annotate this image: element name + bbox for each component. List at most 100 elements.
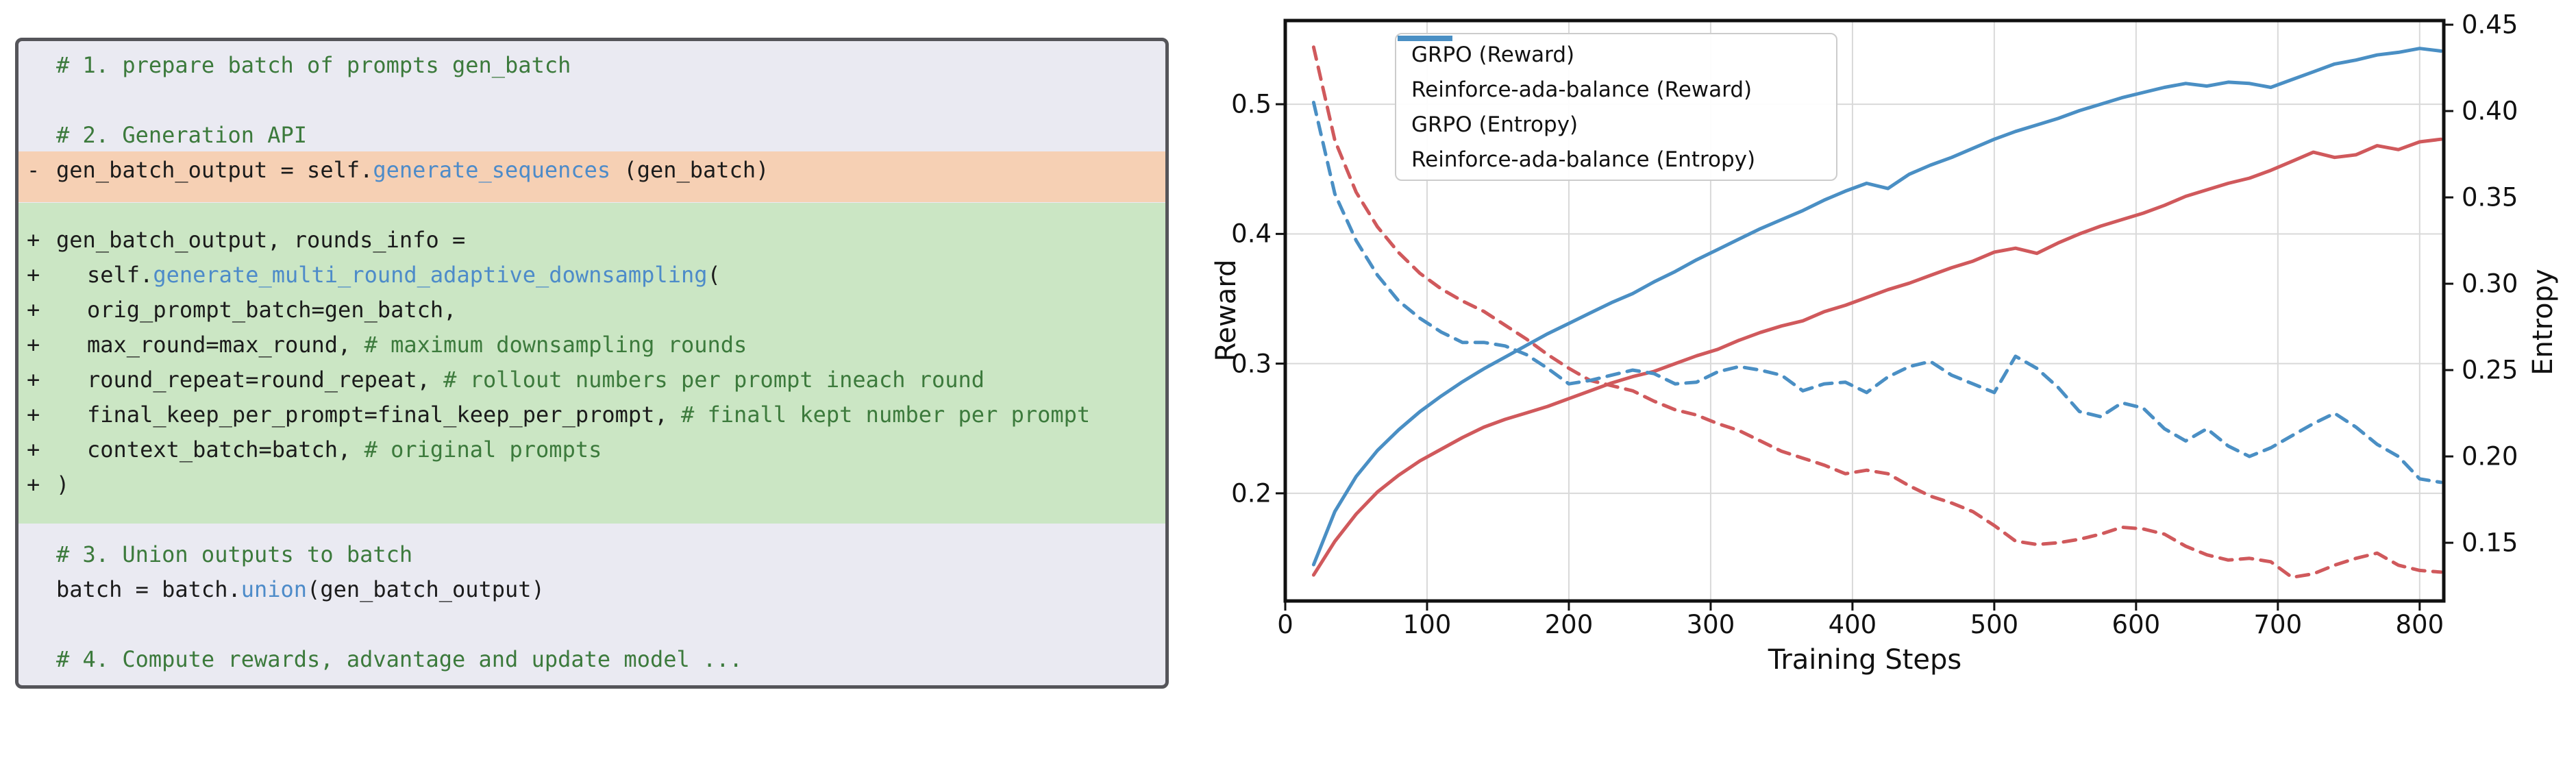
x-tick-label: 200 — [1544, 610, 1594, 639]
code-line: # 2. Generation API — [18, 118, 1165, 152]
y-tick-label-left: 0.4 — [1231, 219, 1272, 249]
code-diff-panel: # 1. prepare batch of prompts gen_batch #… — [15, 38, 1169, 689]
legend-label: Reinforce-ada-balance (Reward) — [1411, 77, 1753, 102]
y-tick-label-right: 0.35 — [2462, 182, 2518, 212]
comment-token: # rollout numbers per prompt ineach roun… — [443, 367, 985, 393]
series-line-reinforce-ada-balance-entropy- — [1311, 101, 2443, 484]
diff-marker: + — [27, 297, 40, 323]
x-tick-label: 700 — [2253, 610, 2303, 639]
code-line: batch = batch.union(gen_batch_output) — [18, 572, 1165, 606]
code-line: + final_keep_per_prompt=final_keep_per_pr… — [18, 397, 1165, 432]
diff-marker: + — [27, 227, 40, 253]
y-tick-label-right: 0.25 — [2462, 355, 2518, 385]
code-token: ( — [707, 262, 721, 288]
code-token: gen_batch_output = self. — [56, 157, 373, 183]
code-line: + orig_prompt_batch=gen_batch, — [18, 293, 1165, 327]
code-line: - gen_batch_output = self.generate_sequen… — [18, 153, 1165, 187]
entropy-axis-label: Entropy — [2527, 269, 2559, 376]
y-tick-label-right: 0.40 — [2462, 96, 2518, 126]
legend-label: GRPO (Reward) — [1411, 42, 1575, 67]
code-token: ) — [56, 471, 70, 497]
y-tick-label-left: 0.3 — [1231, 349, 1272, 379]
x-tick-label: 500 — [1970, 610, 2019, 639]
code-token: round_repeat=round_repeat, — [87, 367, 444, 393]
series-line-grpo-entropy- — [1311, 45, 2443, 579]
y-tick-label-left: 0.2 — [1231, 478, 1272, 508]
code-text: context_batch=batch, # original prompts — [87, 432, 602, 467]
code-text: gen_batch_output = self.generate_sequenc… — [56, 153, 769, 187]
legend-label: Reinforce-ada-balance (Entropy) — [1411, 147, 1756, 172]
method-name-token: generate_sequences — [373, 157, 611, 183]
reward-axis-label: Reward — [1211, 259, 1242, 362]
method-name-token: generate_multi_round_adaptive_downsampli… — [153, 262, 708, 288]
comment-token: # original prompts — [364, 437, 602, 463]
code-line: # 3. Union outputs to batch — [18, 537, 1165, 572]
diff-marker: + — [27, 367, 40, 393]
code-text: # 4. Compute rewards, advantage and upda… — [56, 642, 743, 676]
code-token: context_batch=batch, — [87, 437, 364, 463]
y-tick-label-right: 0.20 — [2462, 441, 2518, 471]
diff-added-band — [18, 203, 1165, 524]
x-tick-label: 100 — [1402, 610, 1452, 639]
code-token: batch = batch. — [56, 576, 241, 602]
series-group — [1311, 45, 2443, 579]
code-text: ) — [56, 467, 69, 502]
axis-spine — [1283, 19, 2446, 603]
code-line: + gen_batch_output, rounds_info = — [18, 223, 1165, 257]
series-line-grpo-reward- — [1311, 137, 2443, 577]
code-text: # 1. prepare batch of prompts gen_batch — [56, 48, 571, 82]
y-tick-label-right: 0.15 — [2462, 528, 2518, 558]
code-text: # 3. Union outputs to batch — [56, 537, 412, 572]
comment-token: # maximum downsampling rounds — [364, 332, 747, 358]
code-text: # 2. Generation API — [56, 118, 307, 152]
series-line-reinforce-ada-balance-reward- — [1311, 47, 2443, 567]
legend-item: GRPO (Entropy) — [1396, 36, 1836, 142]
code-text: batch = batch.union(gen_batch_output) — [56, 572, 545, 606]
code-text: final_keep_per_prompt=final_keep_per_pro… — [87, 397, 1090, 432]
code-line: + context_batch=batch, # original prompts — [18, 432, 1165, 467]
diff-marker: + — [27, 471, 40, 497]
code-line: + self.generate_multi_round_adaptive_down… — [18, 258, 1165, 292]
comment-token: # 3. Union outputs to batch — [56, 541, 413, 567]
code-token: orig_prompt_batch=gen_batch, — [87, 297, 457, 323]
diff-removed-band — [18, 151, 1165, 202]
x-tick-label: 800 — [2395, 610, 2444, 639]
x-tick-label: 0 — [1277, 610, 1293, 639]
y-tick-label-right: 0.30 — [2462, 269, 2518, 299]
code-token: (gen_batch) — [610, 157, 769, 183]
legend-label: GRPO (Entropy) — [1411, 112, 1578, 137]
code-text: gen_batch_output, rounds_info = — [56, 223, 465, 257]
legend-item: GRPO (Reward) — [1396, 36, 1836, 72]
comment-token: # finall kept number per prompt — [680, 402, 1091, 428]
y-tick-label-left: 0.5 — [1231, 89, 1272, 119]
code-token: max_round=max_round, — [87, 332, 364, 358]
code-line: + max_round=max_round, # maximum downsamp… — [18, 328, 1165, 362]
comment-token: # 2. Generation API — [56, 122, 308, 148]
legend-item: Reinforce-ada-balance (Entropy) — [1396, 36, 1836, 177]
legend-item: Reinforce-ada-balance (Reward) — [1396, 36, 1836, 107]
code-line: # 1. prepare batch of prompts gen_batch — [18, 48, 1165, 82]
x-tick-label: 300 — [1686, 610, 1735, 639]
diff-marker: + — [27, 402, 40, 428]
code-line: + round_repeat=round_repeat, # rollout nu… — [18, 362, 1165, 397]
legend: GRPO (Reward) Reinforce-ada-balance (Rewa… — [1395, 33, 1837, 181]
comment-token: # 4. Compute rewards, advantage and upda… — [56, 646, 743, 672]
x-axis-label: Training Steps — [1768, 644, 1962, 676]
code-token: final_keep_per_prompt=final_keep_per_pro… — [87, 402, 681, 428]
code-line: +) — [18, 467, 1165, 502]
code-token: gen_batch_output, rounds_info = — [56, 227, 466, 253]
x-tick-label: 400 — [1828, 610, 1877, 639]
diff-marker: + — [27, 262, 40, 288]
diff-marker: + — [27, 332, 40, 358]
code-text: round_repeat=round_repeat, # rollout num… — [87, 362, 984, 397]
code-line: # 4. Compute rewards, advantage and upda… — [18, 642, 1165, 676]
comment-token: # 1. prepare batch of prompts gen_batch — [56, 52, 571, 78]
method-name-token: union — [240, 576, 308, 602]
code-text: orig_prompt_batch=gen_batch, — [87, 293, 456, 327]
y-tick-label-right: 0.45 — [2462, 10, 2518, 40]
legend-line-sample — [1398, 36, 1452, 41]
code-text: self.generate_multi_round_adaptive_downs… — [87, 258, 721, 292]
diff-marker: - — [27, 157, 40, 183]
